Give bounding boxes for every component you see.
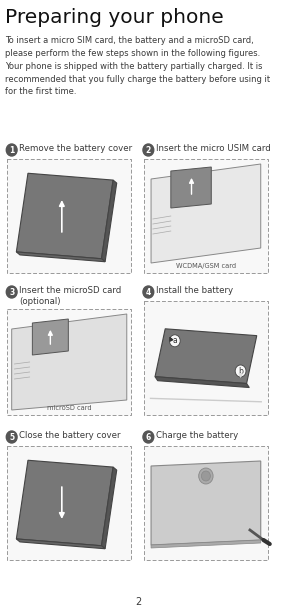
Circle shape xyxy=(235,365,246,377)
Polygon shape xyxy=(102,467,117,549)
Text: 3: 3 xyxy=(9,287,14,297)
Polygon shape xyxy=(155,376,249,387)
Text: Charge the battery: Charge the battery xyxy=(156,431,238,440)
Text: b: b xyxy=(238,367,243,376)
FancyBboxPatch shape xyxy=(7,159,131,273)
FancyBboxPatch shape xyxy=(144,446,268,560)
Circle shape xyxy=(6,431,17,443)
Circle shape xyxy=(199,468,213,484)
FancyBboxPatch shape xyxy=(7,309,131,415)
FancyBboxPatch shape xyxy=(7,446,131,560)
Circle shape xyxy=(169,335,180,347)
Circle shape xyxy=(143,144,154,156)
Polygon shape xyxy=(171,167,211,208)
Polygon shape xyxy=(151,164,261,263)
Polygon shape xyxy=(102,180,117,262)
Circle shape xyxy=(6,144,17,156)
Polygon shape xyxy=(16,460,113,546)
Circle shape xyxy=(143,286,154,298)
Text: 5: 5 xyxy=(9,433,14,441)
Text: WCDMA/GSM card: WCDMA/GSM card xyxy=(176,263,236,269)
Text: Preparing your phone: Preparing your phone xyxy=(6,8,224,27)
Polygon shape xyxy=(16,252,105,262)
Text: 4: 4 xyxy=(146,287,151,297)
Polygon shape xyxy=(155,329,257,384)
Text: microSD card: microSD card xyxy=(47,405,91,411)
Text: 2: 2 xyxy=(135,597,142,607)
Polygon shape xyxy=(16,173,113,259)
FancyBboxPatch shape xyxy=(144,159,268,273)
Text: 1: 1 xyxy=(9,145,14,154)
Circle shape xyxy=(6,286,17,298)
Text: a: a xyxy=(172,337,177,345)
Circle shape xyxy=(201,471,210,481)
Text: Install the battery: Install the battery xyxy=(156,286,233,295)
Text: Remove the battery cover: Remove the battery cover xyxy=(19,144,132,153)
Text: Close the battery cover: Close the battery cover xyxy=(19,431,120,440)
Polygon shape xyxy=(151,461,261,545)
Text: Insert the microSD card
(optional): Insert the microSD card (optional) xyxy=(19,286,121,306)
Text: 6: 6 xyxy=(146,433,151,441)
Circle shape xyxy=(143,431,154,443)
Text: To insert a micro SIM card, the battery and a microSD card,
please perform the f: To insert a micro SIM card, the battery … xyxy=(6,36,270,96)
Text: Insert the micro USIM card: Insert the micro USIM card xyxy=(156,144,270,153)
Polygon shape xyxy=(16,539,105,549)
Polygon shape xyxy=(151,540,261,548)
Text: 2: 2 xyxy=(146,145,151,154)
Polygon shape xyxy=(32,319,68,355)
Polygon shape xyxy=(12,314,127,410)
FancyBboxPatch shape xyxy=(144,301,268,415)
